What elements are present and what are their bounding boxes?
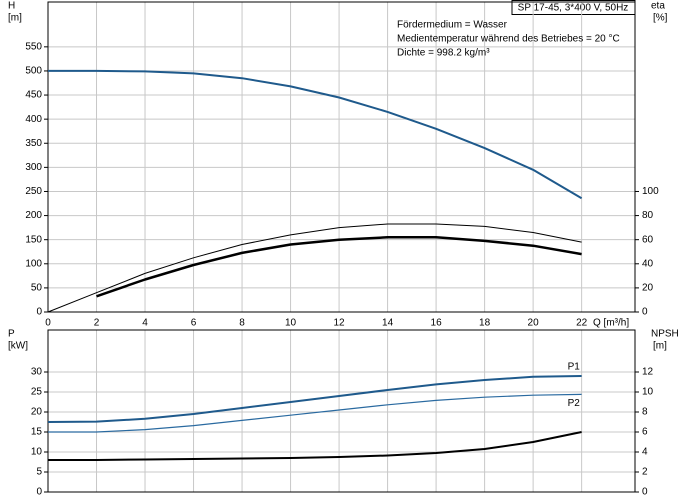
y-tick-label: 450 (25, 90, 42, 101)
y-tick-label: 200 (25, 210, 42, 221)
y2-tick-label: 6 (642, 427, 648, 438)
y2-tick-label: 40 (642, 258, 654, 269)
series-label: P2 (568, 398, 581, 409)
y2-axis-label: eta (651, 1, 665, 12)
y-tick-label: 500 (25, 66, 42, 77)
y2-tick-label: 10 (642, 387, 654, 398)
y2-tick-label: 100 (642, 186, 659, 197)
y-tick-label: 30 (31, 367, 43, 378)
y2-tick-label: 4 (642, 447, 648, 458)
y-axis-label: P (8, 329, 15, 340)
curve (47, 223, 582, 313)
plot-border (47, 329, 636, 493)
y-tick-label: 5 (36, 467, 42, 478)
x-tick-label: 2 (94, 318, 100, 329)
plot-border (47, 1, 636, 313)
y-axis-unit: [kW] (8, 341, 28, 352)
y-tick-label: 150 (25, 234, 42, 245)
x-tick-label: 14 (382, 318, 394, 329)
annotation: Fördermedium = Wasser (397, 20, 508, 31)
y2-axis-unit: [%] (653, 13, 668, 24)
x-tick-label: 0 (45, 318, 51, 329)
annotation: Dichte = 998.2 kg/m³ (397, 48, 490, 59)
y2-tick-label: 2 (642, 467, 648, 478)
y-axis-label: H (8, 1, 15, 12)
y2-tick-label: 80 (642, 210, 654, 221)
x-tick-label: 18 (479, 318, 491, 329)
series-label: P1 (568, 362, 581, 373)
y-tick-label: 50 (31, 283, 43, 294)
y-tick-label: 20 (31, 407, 43, 418)
y2-tick-label: 20 (642, 283, 654, 294)
y2-axis-unit: [m] (653, 341, 667, 352)
x-tick-label: 12 (334, 318, 346, 329)
y-tick-label: 350 (25, 138, 42, 149)
curve (96, 236, 582, 298)
y-tick-label: 300 (25, 162, 42, 173)
x-axis-label: Q [m³/h] (593, 318, 629, 329)
y2-tick-label: 0 (642, 307, 648, 318)
y-tick-label: 25 (31, 387, 43, 398)
y-tick-label: 250 (25, 186, 42, 197)
y-tick-label: 400 (25, 114, 42, 125)
y-tick-label: 10 (31, 447, 43, 458)
curve (47, 375, 582, 423)
y2-axis-label: NPSH (651, 329, 679, 340)
x-tick-label: 4 (142, 318, 148, 329)
curve (48, 431, 582, 461)
y-tick-label: 550 (25, 41, 42, 52)
curve (48, 393, 582, 433)
chart-title: SP 17-45, 3*400 V, 50Hz (518, 3, 629, 14)
x-tick-label: 22 (576, 318, 588, 329)
x-tick-label: 8 (239, 318, 245, 329)
curve (48, 69, 583, 200)
y-tick-label: 100 (25, 258, 42, 269)
y2-tick-label: 60 (642, 234, 654, 245)
x-tick-label: 20 (528, 318, 540, 329)
y-tick-label: 15 (31, 427, 43, 438)
y-tick-label: 0 (36, 307, 42, 318)
y2-tick-label: 12 (642, 367, 654, 378)
x-tick-label: 6 (191, 318, 197, 329)
x-tick-label: 16 (431, 318, 443, 329)
y-tick-label: 0 (36, 487, 42, 498)
annotation: Medientemperatur während des Betriebes =… (397, 34, 620, 45)
x-tick-label: 10 (285, 318, 297, 329)
y2-tick-label: 8 (642, 407, 648, 418)
y2-tick-label: 0 (642, 487, 648, 498)
y-axis-unit: [m] (8, 13, 22, 24)
